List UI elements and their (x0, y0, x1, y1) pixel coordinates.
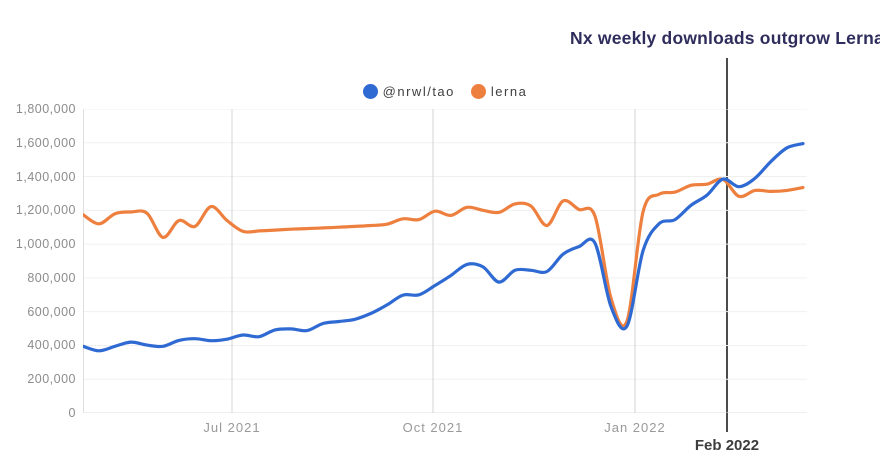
plot-area (83, 109, 807, 413)
x-tick-label: Oct 2021 (402, 420, 464, 435)
x-tick-label: Jan 2022 (604, 420, 666, 435)
y-tick-label: 0 (68, 406, 76, 420)
y-tick-label: 1,400,000 (15, 169, 76, 184)
y-tick-label: 1,000,000 (15, 237, 76, 252)
y-tick-label: 800,000 (27, 270, 76, 285)
y-tick-label: 1,200,000 (15, 203, 76, 218)
y-tick-label: 1,600,000 (15, 135, 76, 150)
legend-item-lerna[interactable]: lerna (470, 84, 528, 99)
legend: @nrwl/tao lerna (83, 84, 807, 99)
y-tick-label: 400,000 (27, 338, 76, 353)
chart-title: Nx weekly downloads outgrow Lerna (570, 28, 880, 48)
y-tick-label: 200,000 (27, 372, 76, 387)
legend-item-nrwl-tao[interactable]: @nrwl/tao (362, 84, 455, 99)
annotation-vertical-line (725, 58, 728, 432)
annotation-label: Feb 2022 (694, 437, 760, 454)
x-tick-label: Jul 2021 (203, 420, 261, 435)
legend-dot-icon (362, 84, 378, 99)
y-tick-label: 1,800,000 (15, 102, 76, 116)
legend-label: @nrwl/tao (382, 84, 455, 99)
y-tick-label: 600,000 (27, 304, 76, 319)
series-line-nrwltao[interactable] (83, 142, 805, 353)
legend-label: lerna (490, 84, 528, 99)
series-line-lerna[interactable] (83, 177, 805, 328)
y-axis-labels: 0 200,000 400,000 600,000 800,000 1,000,000 1,… (0, 0, 76, 460)
legend-dot-icon (470, 84, 486, 99)
